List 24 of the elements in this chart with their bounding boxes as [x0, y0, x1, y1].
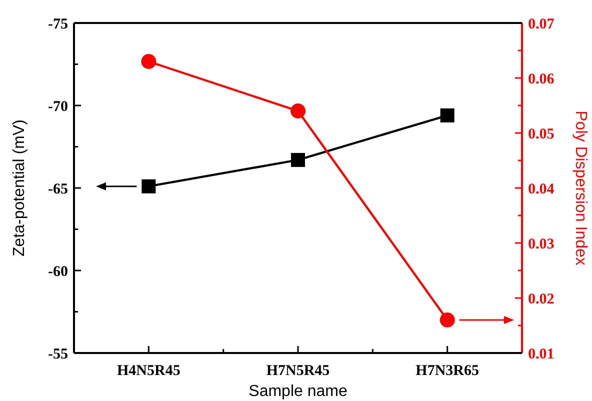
x-axis-title: Sample name — [248, 383, 348, 400]
y2-tick-label: 0.05 — [528, 126, 554, 142]
x-tick-label: H4N5R45 — [116, 363, 180, 379]
x-tick-label: H7N5R45 — [266, 363, 330, 379]
point — [290, 104, 306, 118]
y-tick-label: -55 — [48, 346, 68, 362]
y2-tick-label: 0.03 — [528, 236, 554, 252]
x-tick-label: H7N3R65 — [416, 363, 480, 379]
y-axis-title: Zeta-potential (mV) — [11, 120, 28, 256]
y2-tick-label: 0.04 — [528, 181, 555, 198]
point — [440, 108, 454, 122]
y-tick-label: -75 — [48, 16, 68, 32]
y2-tick-label: 0.07 — [528, 16, 555, 32]
y2-tick-label: 0.02 — [528, 291, 554, 308]
point — [291, 152, 305, 167]
y2-tick-label: 0.06 — [528, 71, 555, 88]
point — [141, 54, 156, 69]
y-tick-label: -70 — [48, 98, 68, 115]
point — [142, 179, 156, 194]
y2-tick-label: 0.01 — [528, 346, 554, 362]
y2-axis-title: Poly Dispersion Index — [572, 110, 589, 266]
point — [440, 312, 455, 328]
y-tick-label: -60 — [48, 264, 68, 280]
y-tick-label: -65 — [48, 181, 68, 198]
